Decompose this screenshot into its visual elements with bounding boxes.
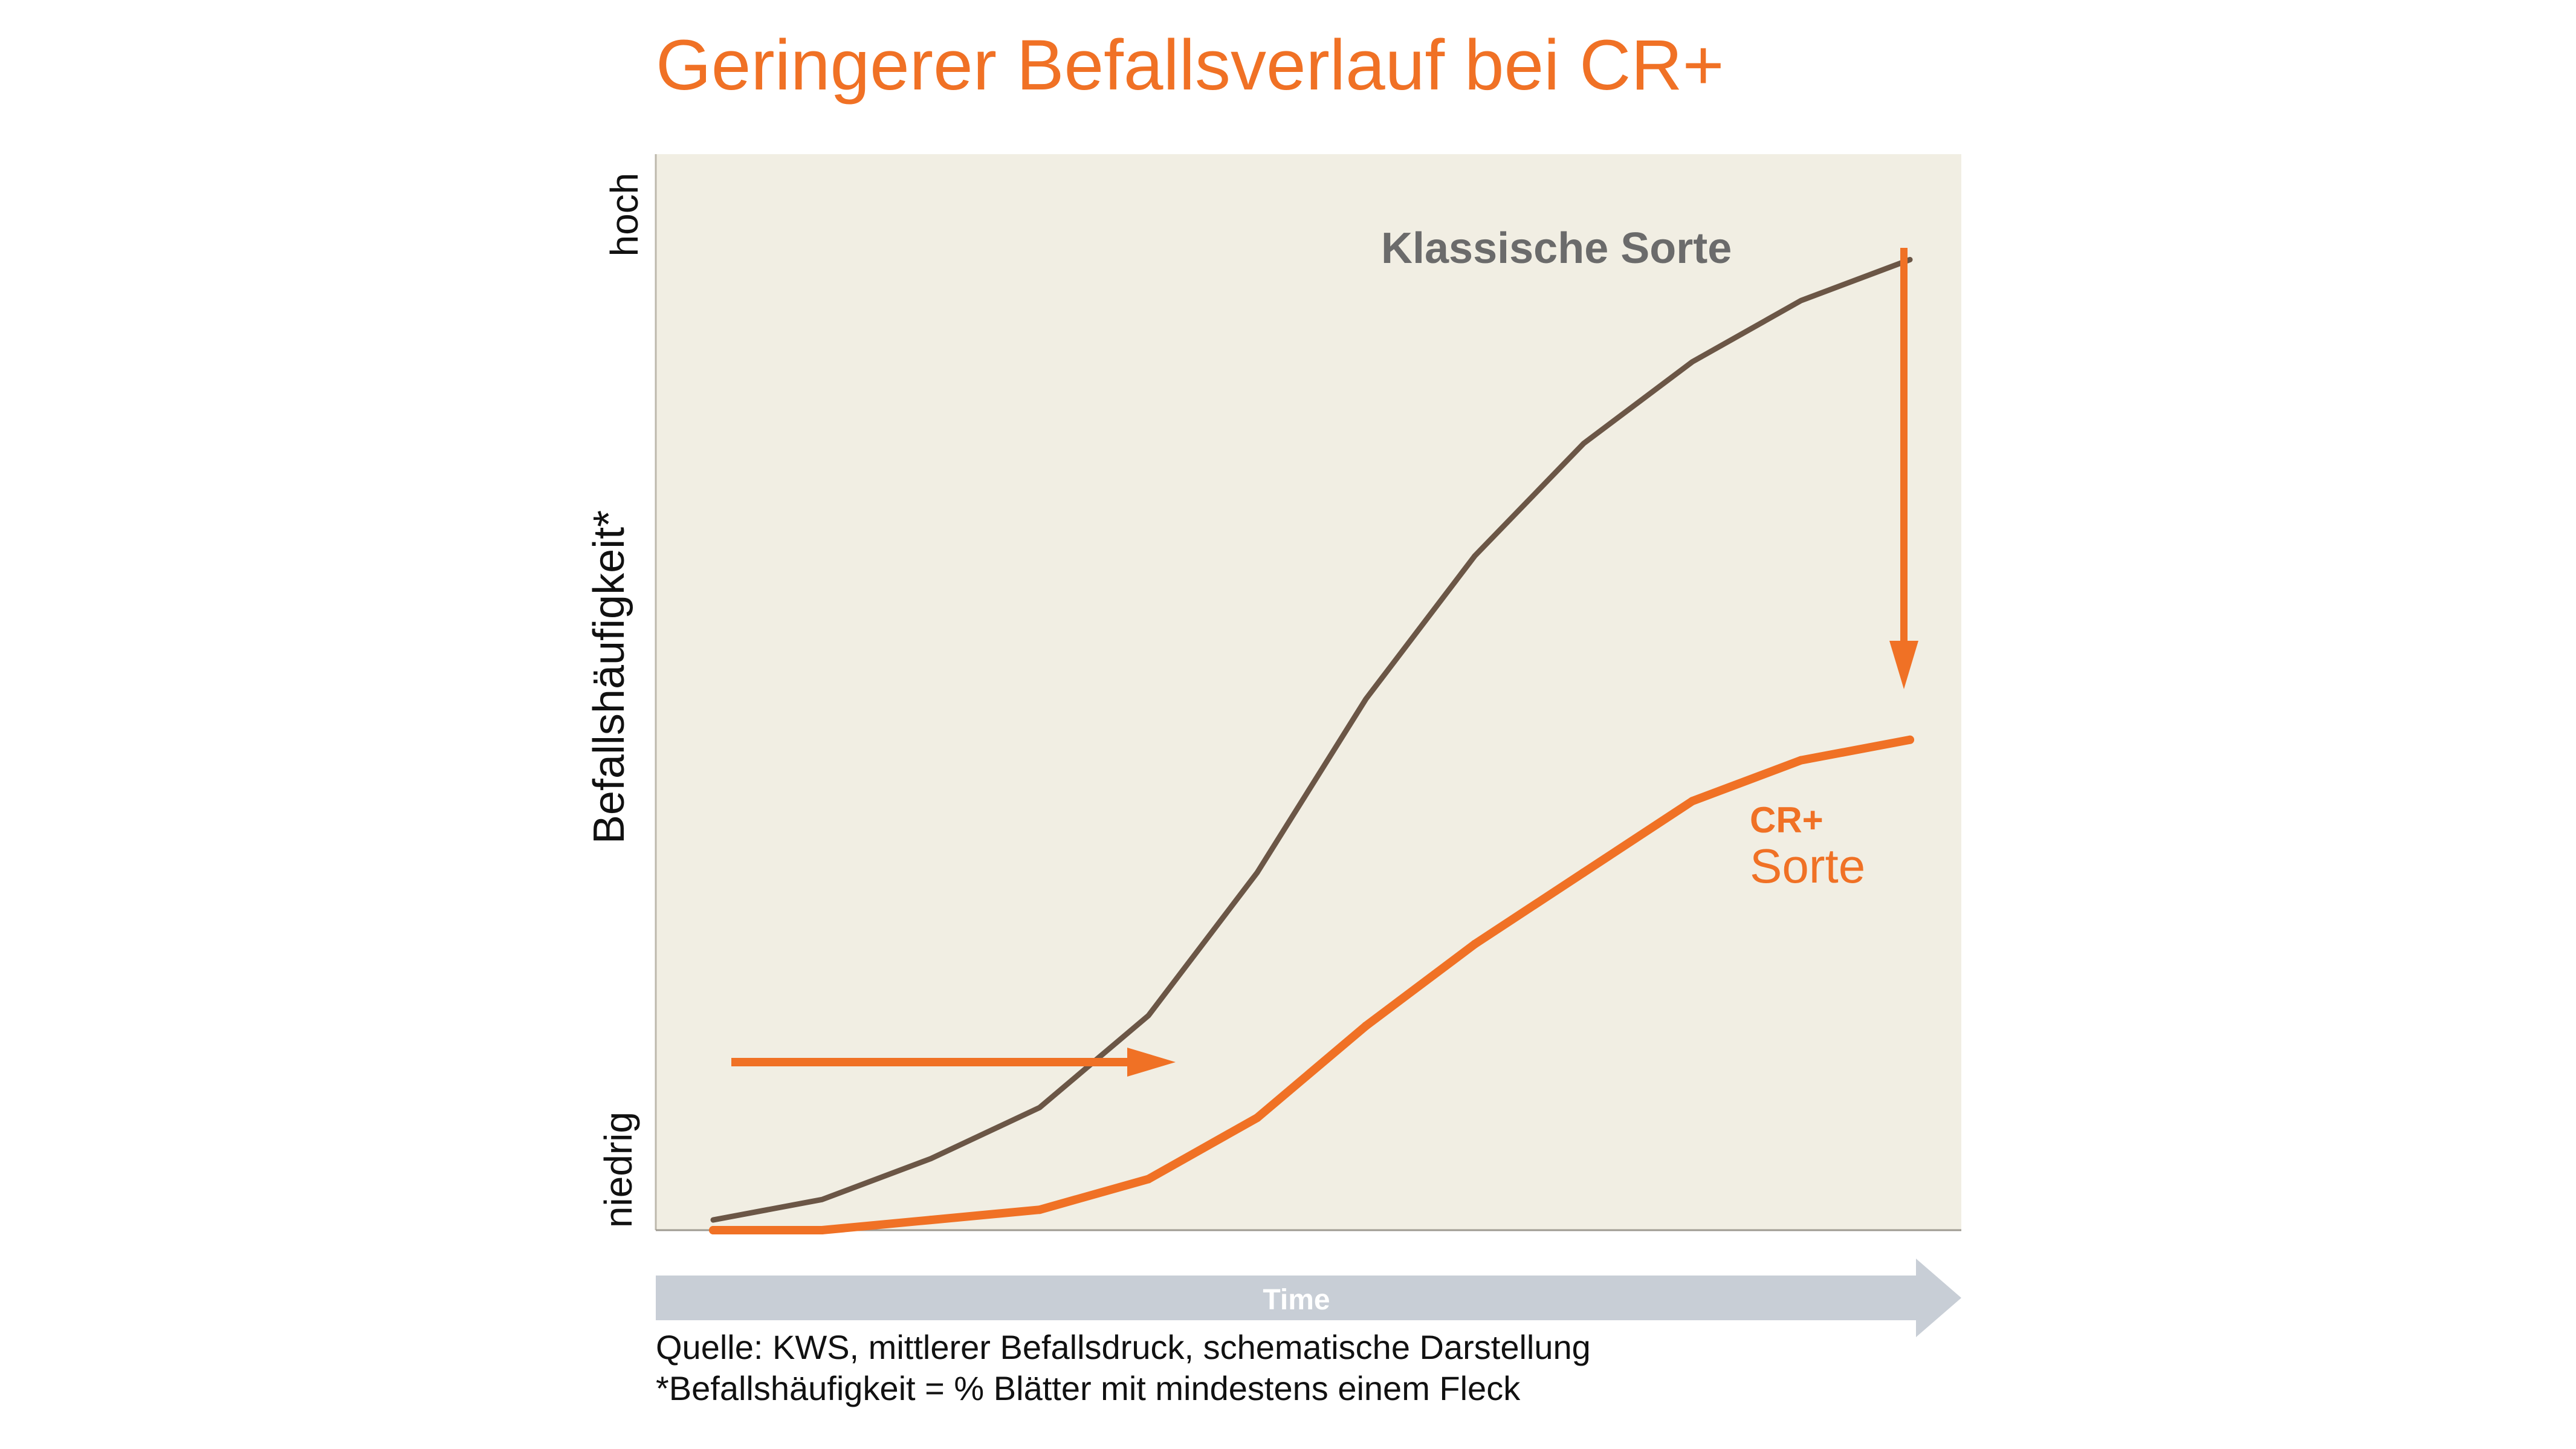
- cr-sorte-point: [1144, 1175, 1153, 1184]
- cr-sorte-point: [1906, 735, 1914, 744]
- klassische-sorte-point: [820, 1197, 824, 1202]
- cr-sorte-point: [1688, 797, 1697, 806]
- cr-sorte-point: [927, 1216, 935, 1225]
- klassische-sorte-point: [1255, 870, 1260, 875]
- series-cr-sorte-label-line2: Sorte: [1750, 839, 1865, 893]
- cr-sorte-point: [1471, 939, 1479, 948]
- plot-background: [656, 154, 1961, 1230]
- time-arrow: [656, 1259, 1961, 1337]
- y-axis-label: Befallshäufigkeit*: [585, 510, 633, 844]
- page-title: Geringerer Befallsverlauf bei CR+: [656, 25, 1724, 105]
- klassische-sorte-point: [1908, 257, 1912, 262]
- klassische-sorte-point: [1146, 1013, 1151, 1019]
- x-axis-label: Time: [1263, 1284, 1330, 1316]
- cr-sorte-point: [709, 1226, 717, 1234]
- klassische-sorte-point: [1799, 298, 1804, 303]
- cr-sorte-point: [1797, 756, 1805, 765]
- series-klassische-sorte-line: [710, 257, 1913, 1223]
- klassische-sorte-point: [711, 1217, 716, 1223]
- cr-sorte-point: [1362, 1022, 1370, 1030]
- klassische-sorte-point: [1690, 359, 1695, 365]
- y-tick-low: niedrig: [597, 1112, 640, 1228]
- y-tick-high: hoch: [603, 173, 646, 257]
- klassische-sorte-point: [928, 1156, 933, 1161]
- series-klassische-sorte-label: Klassische Sorte: [1381, 224, 1732, 273]
- klassische-sorte-point: [1472, 553, 1477, 559]
- source-note: Quelle: KWS, mittlerer Befallsdruck, sch…: [656, 1327, 1591, 1409]
- klassische-sorte-point: [1581, 441, 1586, 446]
- klassische-sorte-point: [1364, 696, 1368, 702]
- definition-line: *Befallshäufigkeit = % Blätter mit minde…: [656, 1369, 1521, 1407]
- cr-sorte-point: [818, 1226, 826, 1234]
- delay-arrow-head: [1127, 1048, 1176, 1077]
- klassische-sorte-point: [1037, 1105, 1042, 1110]
- cr-sorte-point: [1253, 1113, 1261, 1123]
- source-line: Quelle: KWS, mittlerer Befallsdruck, sch…: [656, 1328, 1591, 1366]
- series-cr-sorte-label-line1: CR+: [1750, 800, 1824, 840]
- cr-sorte-point: [1579, 868, 1588, 877]
- cr-sorte-point: [1035, 1205, 1044, 1214]
- series-cr-sorte-line: [709, 735, 1914, 1234]
- reduction-arrow-head: [1889, 641, 1918, 689]
